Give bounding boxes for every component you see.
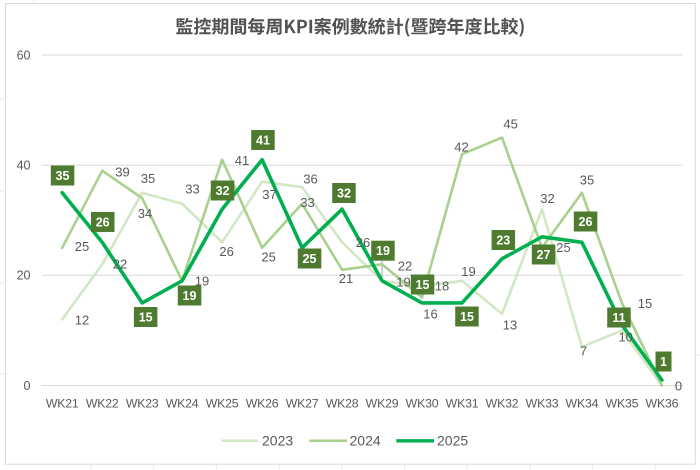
svg-text:16: 16 [423, 307, 437, 322]
svg-text:15: 15 [139, 311, 153, 325]
svg-text:WK25: WK25 [206, 397, 239, 411]
svg-text:13: 13 [503, 318, 517, 333]
svg-text:2023: 2023 [262, 433, 293, 449]
svg-text:WK29: WK29 [366, 397, 399, 411]
svg-text:19: 19 [461, 264, 475, 279]
svg-text:32: 32 [216, 184, 230, 198]
svg-text:35: 35 [56, 169, 70, 183]
svg-text:WK21: WK21 [46, 397, 79, 411]
svg-text:26: 26 [356, 235, 370, 250]
svg-text:19: 19 [183, 289, 197, 303]
svg-text:WK31: WK31 [446, 397, 479, 411]
svg-text:2025: 2025 [437, 433, 468, 449]
svg-text:WK30: WK30 [406, 397, 439, 411]
svg-text:32: 32 [337, 187, 351, 201]
svg-text:33: 33 [185, 182, 199, 197]
svg-text:35: 35 [580, 173, 594, 188]
svg-text:0: 0 [675, 379, 682, 394]
svg-text:60: 60 [17, 48, 31, 62]
svg-text:25: 25 [303, 252, 317, 266]
svg-text:20: 20 [17, 269, 31, 283]
svg-text:19: 19 [195, 274, 209, 289]
svg-text:15: 15 [460, 310, 474, 324]
svg-text:WK36: WK36 [646, 397, 679, 411]
svg-text:22: 22 [398, 259, 412, 274]
svg-text:WK28: WK28 [326, 397, 359, 411]
svg-text:25: 25 [261, 250, 275, 265]
svg-text:40: 40 [17, 159, 31, 173]
svg-text:19: 19 [376, 244, 390, 258]
svg-text:WK26: WK26 [246, 397, 279, 411]
svg-text:26: 26 [579, 215, 593, 229]
svg-text:23: 23 [496, 234, 510, 248]
svg-text:WK35: WK35 [606, 397, 639, 411]
svg-text:15: 15 [416, 278, 430, 292]
svg-text:11: 11 [612, 311, 625, 325]
svg-text:1: 1 [660, 355, 667, 369]
svg-text:21: 21 [339, 271, 353, 286]
svg-text:37: 37 [262, 187, 276, 202]
svg-text:26: 26 [96, 216, 110, 230]
svg-text:12: 12 [75, 313, 89, 328]
svg-text:10: 10 [618, 330, 632, 345]
svg-text:34: 34 [138, 206, 152, 221]
svg-text:25: 25 [556, 240, 570, 255]
svg-text:2024: 2024 [350, 433, 381, 449]
svg-text:41: 41 [235, 153, 249, 168]
svg-text:15: 15 [638, 296, 652, 311]
svg-text:7: 7 [580, 344, 587, 359]
svg-text:WK24: WK24 [166, 397, 199, 411]
svg-text:36: 36 [303, 172, 317, 187]
svg-text:32: 32 [540, 191, 554, 206]
svg-text:WK27: WK27 [286, 397, 319, 411]
svg-text:26: 26 [219, 244, 233, 259]
svg-text:33: 33 [300, 195, 314, 210]
svg-text:25: 25 [75, 239, 89, 254]
svg-text:22: 22 [113, 257, 127, 272]
svg-text:27: 27 [537, 248, 551, 262]
svg-text:WK32: WK32 [486, 397, 519, 411]
svg-text:39: 39 [115, 165, 129, 180]
svg-text:WK22: WK22 [86, 397, 119, 411]
svg-text:18: 18 [435, 279, 449, 294]
svg-text:35: 35 [141, 171, 155, 186]
svg-text:45: 45 [503, 117, 517, 132]
svg-text:WK33: WK33 [526, 397, 559, 411]
svg-text:19: 19 [396, 275, 410, 290]
svg-text:WK34: WK34 [566, 397, 599, 411]
svg-text:WK23: WK23 [126, 397, 159, 411]
svg-text:42: 42 [454, 139, 468, 154]
svg-text:0: 0 [24, 379, 31, 393]
svg-text:41: 41 [256, 134, 270, 148]
